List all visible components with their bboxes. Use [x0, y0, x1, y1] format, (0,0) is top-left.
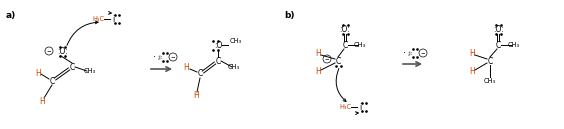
Text: C: C	[336, 57, 341, 66]
Text: C: C	[50, 76, 55, 86]
FancyArrowPatch shape	[336, 68, 346, 102]
Text: H₃C: H₃C	[339, 104, 351, 110]
Text: −: −	[171, 54, 175, 59]
Text: −: −	[47, 49, 51, 54]
Text: :O:: :O:	[340, 25, 350, 34]
Text: −: −	[421, 50, 425, 55]
Text: ·: ·	[403, 48, 406, 58]
Text: H₃C: H₃C	[92, 16, 104, 22]
Text: i: i	[112, 14, 114, 23]
Text: H: H	[469, 67, 475, 75]
Text: :O:: :O:	[492, 25, 504, 34]
Text: H: H	[35, 68, 41, 78]
Text: C: C	[215, 57, 221, 66]
Text: CH₃: CH₃	[508, 42, 520, 48]
Text: ·: ·	[152, 52, 156, 62]
Text: H: H	[39, 96, 45, 106]
Text: CH₃: CH₃	[230, 38, 242, 44]
Text: a): a)	[6, 11, 16, 20]
Text: H: H	[315, 67, 321, 75]
Text: :O:: :O:	[56, 46, 67, 55]
Text: b): b)	[284, 11, 294, 20]
Text: :i̤:: :i̤:	[407, 50, 413, 55]
FancyArrowPatch shape	[108, 11, 111, 14]
Text: CH₃: CH₃	[354, 42, 366, 48]
Text: CH₃: CH₃	[84, 68, 96, 74]
Text: C: C	[197, 70, 202, 79]
Text: CH₃: CH₃	[484, 78, 496, 84]
Text: H: H	[469, 49, 475, 58]
Text: H: H	[193, 91, 199, 99]
Text: C: C	[342, 41, 347, 50]
Text: −: −	[325, 57, 329, 62]
Text: C: C	[69, 62, 74, 71]
Text: C: C	[495, 41, 501, 50]
Text: CH₃: CH₃	[228, 64, 240, 70]
Text: H: H	[183, 62, 189, 71]
FancyArrowPatch shape	[355, 112, 358, 115]
Text: :i̤:: :i̤:	[157, 54, 163, 59]
Text: i: i	[359, 103, 361, 111]
FancyArrowPatch shape	[67, 21, 98, 45]
Text: H: H	[315, 49, 321, 58]
Text: :O: :O	[214, 41, 222, 50]
Text: C: C	[487, 57, 492, 66]
